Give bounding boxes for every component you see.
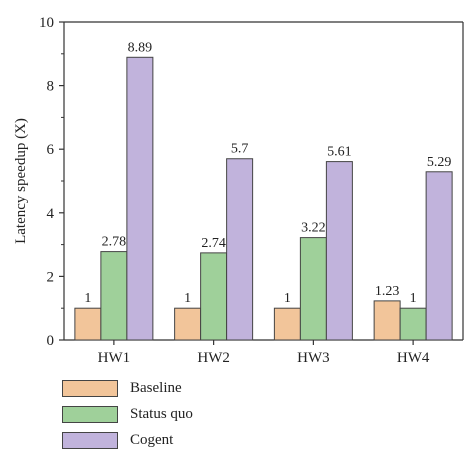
data-label: 5.29 <box>427 155 452 170</box>
legend-label-cogent: Cogent <box>130 431 174 448</box>
bar-cogent-hw2 <box>226 158 254 341</box>
data-label: 1 <box>184 291 191 306</box>
x-tick-label: HW4 <box>397 350 430 366</box>
bar-cogent-hw1 <box>126 56 154 341</box>
bar-status-quo-hw1 <box>100 251 128 341</box>
x-tick-label: HW2 <box>197 350 230 366</box>
y-axis-label: Latency speedup (X) <box>13 118 29 244</box>
data-label: 3.22 <box>301 221 326 236</box>
data-label: 8.89 <box>128 40 153 55</box>
bar-status-quo-hw4 <box>399 307 427 341</box>
bar-baseline-hw3 <box>273 307 301 341</box>
data-label: 5.61 <box>327 145 352 160</box>
y-tick-label: 10 <box>39 15 54 31</box>
y-tick-label: 2 <box>47 269 55 285</box>
legend-label-status-quo: Status quo <box>130 405 193 422</box>
legend-swatch-status-quo <box>62 405 118 423</box>
legend-swatch-cogent <box>62 431 118 449</box>
bar-baseline-hw2 <box>174 307 202 341</box>
bar-baseline-hw1 <box>74 307 102 341</box>
x-tick-label: HW1 <box>98 350 131 366</box>
legend-item-status-quo: Status quo <box>62 401 193 427</box>
legend-swatch-baseline <box>62 379 118 397</box>
data-label: 5.7 <box>231 142 249 157</box>
bar-baseline-hw4 <box>373 300 401 341</box>
y-tick-label: 0 <box>47 333 55 349</box>
data-label: 2.74 <box>201 236 226 251</box>
bar-cogent-hw3 <box>325 161 353 341</box>
data-label: 1 <box>410 291 417 306</box>
bar-chart: 0 2 4 6 8 10 Latency speedup (X) 1 2.78 8.89 HW1 1 2… <box>13 15 464 366</box>
y-tick-label: 8 <box>47 79 55 95</box>
data-label: 1 <box>84 291 91 306</box>
y-tick-label: 4 <box>47 206 55 222</box>
x-tick-label: HW3 <box>297 350 330 366</box>
legend-item-baseline: Baseline <box>62 375 193 401</box>
data-label: 1 <box>284 291 291 306</box>
bar-cogent-hw4 <box>425 171 453 341</box>
bar-status-quo-hw2 <box>200 252 228 341</box>
y-tick-label: 6 <box>47 142 55 158</box>
bar-status-quo-hw3 <box>299 237 327 341</box>
legend-label-baseline: Baseline <box>130 379 182 396</box>
legend: Baseline Status quo Cogent <box>62 375 193 453</box>
data-label: 2.78 <box>102 235 127 250</box>
data-label: 1.23 <box>375 284 400 299</box>
legend-item-cogent: Cogent <box>62 427 193 453</box>
